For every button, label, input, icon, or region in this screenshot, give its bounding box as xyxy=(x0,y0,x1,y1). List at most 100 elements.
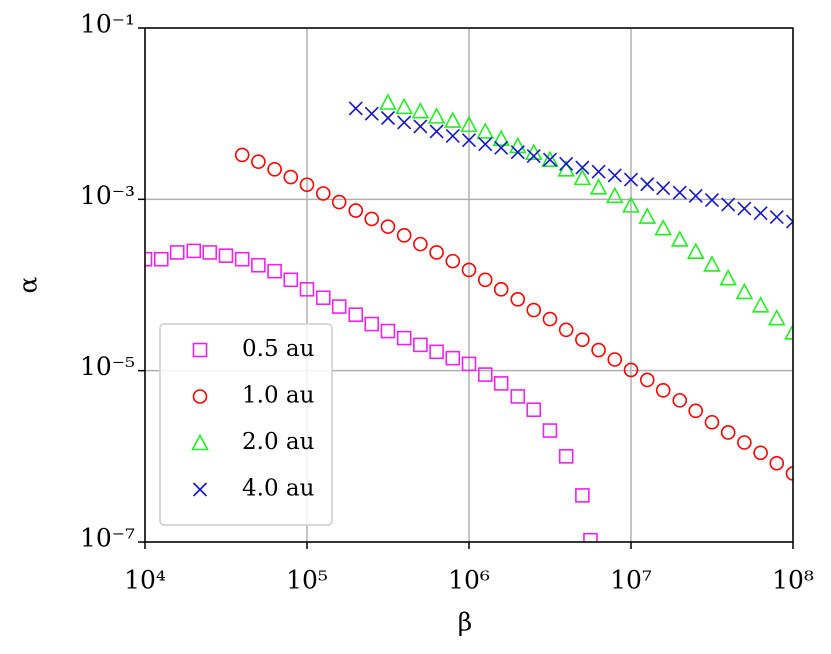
marker xyxy=(315,186,331,201)
marker xyxy=(202,245,218,260)
marker xyxy=(542,311,558,327)
marker xyxy=(396,330,412,346)
marker xyxy=(397,115,412,130)
marker xyxy=(427,107,446,124)
marker xyxy=(364,106,379,121)
marker xyxy=(591,342,606,358)
marker xyxy=(785,214,793,229)
marker xyxy=(656,181,671,196)
marker xyxy=(541,150,559,168)
marker xyxy=(267,263,282,279)
marker xyxy=(476,122,495,139)
marker xyxy=(670,230,689,247)
marker xyxy=(655,382,671,398)
x-tick-label: 10⁷ xyxy=(610,566,652,595)
marker xyxy=(380,110,396,126)
marker xyxy=(478,137,493,152)
marker xyxy=(443,111,462,128)
marker xyxy=(192,389,208,404)
marker xyxy=(493,376,509,391)
marker xyxy=(461,356,477,372)
marker xyxy=(753,206,768,221)
marker xyxy=(785,466,793,481)
marker xyxy=(460,115,478,133)
marker xyxy=(623,172,639,187)
marker xyxy=(623,362,639,378)
marker xyxy=(526,148,541,164)
legend-label: 2.0 au xyxy=(242,429,314,455)
marker xyxy=(445,350,461,366)
marker xyxy=(508,136,527,154)
marker xyxy=(477,272,493,288)
marker xyxy=(784,323,793,340)
marker xyxy=(737,201,752,216)
marker xyxy=(704,193,720,208)
marker xyxy=(234,251,250,267)
marker xyxy=(753,445,768,461)
marker xyxy=(686,242,705,259)
x-axis-label: β xyxy=(458,608,472,637)
marker xyxy=(413,337,428,353)
marker xyxy=(461,133,477,148)
x-tick-label: 10⁴ xyxy=(124,566,166,595)
legend-box xyxy=(159,323,333,526)
ticks: 10⁴ 10⁵ 10⁶ 10⁷ 10⁸ 10⁻⁷ 10⁻⁵ 10⁻³ 10⁻¹ xyxy=(80,10,814,595)
marker xyxy=(445,253,461,269)
marker xyxy=(672,185,687,200)
marker xyxy=(251,257,266,273)
marker xyxy=(218,248,234,263)
marker xyxy=(583,532,598,542)
marker xyxy=(703,255,721,272)
marker xyxy=(575,332,590,347)
marker xyxy=(380,219,396,234)
marker xyxy=(688,188,703,203)
marker xyxy=(510,389,526,404)
marker xyxy=(526,302,542,318)
marker xyxy=(283,169,299,185)
y-tick-label: 10⁻¹ xyxy=(80,10,135,39)
marker xyxy=(719,269,738,286)
marker xyxy=(510,145,525,160)
marker xyxy=(395,97,414,115)
marker xyxy=(445,128,460,143)
legend-label: 0.5 au xyxy=(242,336,314,362)
marker xyxy=(769,455,785,471)
marker xyxy=(364,316,380,332)
marker xyxy=(192,342,208,358)
x-tick-label: 10⁶ xyxy=(448,566,490,595)
marker xyxy=(477,367,493,382)
marker xyxy=(251,154,266,169)
marker xyxy=(605,186,624,204)
marker xyxy=(145,251,153,267)
marker xyxy=(299,282,315,297)
y-axis-label: α xyxy=(14,276,43,293)
marker xyxy=(510,292,526,307)
marker xyxy=(735,282,754,300)
marker xyxy=(299,177,315,193)
marker xyxy=(557,160,576,177)
marker xyxy=(720,425,736,440)
marker xyxy=(429,124,444,139)
marker xyxy=(640,177,655,192)
plot-area xyxy=(145,93,793,542)
marker xyxy=(380,323,396,339)
marker xyxy=(575,488,590,503)
marker xyxy=(639,372,655,388)
marker xyxy=(526,402,542,418)
marker xyxy=(751,296,770,313)
marker xyxy=(654,219,673,236)
marker xyxy=(575,160,590,175)
marker xyxy=(348,101,363,116)
legend-label: 4.0 au xyxy=(242,476,314,502)
marker xyxy=(558,449,574,464)
marker xyxy=(191,433,209,451)
marker xyxy=(413,119,428,134)
marker xyxy=(494,140,509,155)
marker xyxy=(542,423,558,438)
marker xyxy=(493,282,509,297)
marker xyxy=(331,194,347,210)
marker xyxy=(186,243,202,259)
marker xyxy=(153,251,169,267)
marker xyxy=(348,307,364,323)
